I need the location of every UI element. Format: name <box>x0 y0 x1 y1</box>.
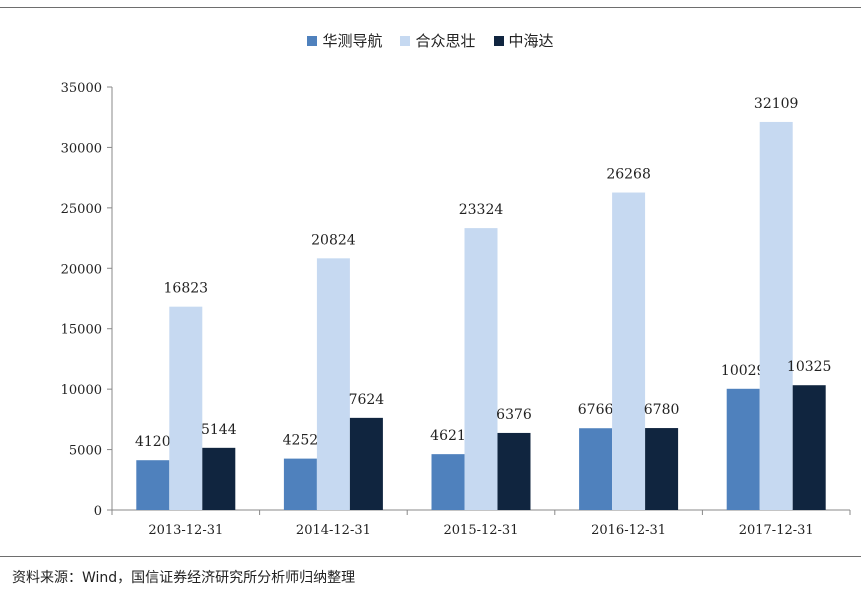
x-tick-label: 2017-12-31 <box>739 523 814 538</box>
bar <box>579 428 613 510</box>
data-label: 5144 <box>201 422 237 438</box>
legend-swatch-2 <box>493 35 504 46</box>
legend-swatch-0 <box>307 35 318 46</box>
y-tick-label: 35000 <box>61 81 102 96</box>
bar <box>202 447 236 510</box>
x-tick-label: 2013-12-31 <box>148 523 223 538</box>
y-tick-label: 5000 <box>69 444 102 459</box>
bar <box>283 458 317 510</box>
data-label: 10325 <box>787 359 832 375</box>
data-label: 4120 <box>135 434 171 450</box>
data-label: 6780 <box>644 402 680 418</box>
y-tick-label: 0 <box>94 504 102 519</box>
bar <box>497 432 531 510</box>
legend-item-series-0: 华测导航 <box>307 30 382 51</box>
data-label: 23324 <box>459 202 504 218</box>
x-tick-label: 2015-12-31 <box>444 523 519 538</box>
legend-label-0: 华测导航 <box>322 32 383 50</box>
y-tick-label: 15000 <box>61 323 102 338</box>
x-tick-label: 2014-12-31 <box>296 523 371 538</box>
top-rule <box>0 7 861 8</box>
data-label: 7624 <box>349 392 385 408</box>
data-label: 6376 <box>496 407 532 423</box>
bar <box>464 228 498 510</box>
data-label: 4621 <box>430 428 466 444</box>
bar <box>792 385 826 510</box>
x-tick-label: 2016-12-31 <box>591 523 666 538</box>
y-tick-label: 25000 <box>61 202 102 217</box>
bar <box>431 454 465 510</box>
legend-label-2: 中海达 <box>508 32 554 50</box>
y-tick-label: 10000 <box>61 383 102 398</box>
legend-swatch-1 <box>400 35 411 46</box>
y-tick-label: 30000 <box>61 141 102 156</box>
y-tick-label: 20000 <box>61 262 102 277</box>
source-note: 资料来源：Wind，国信证券经济研究所分析师归纳整理 <box>12 570 356 586</box>
bar <box>726 388 760 510</box>
bar-chart: 0 5000 10000 15000 20000 25000 30000 35000 4120 1… <box>61 81 851 538</box>
data-label: 32109 <box>754 96 799 112</box>
data-label: 16823 <box>164 281 209 297</box>
bar <box>316 258 350 510</box>
legend-item-series-2: 中海达 <box>493 30 554 51</box>
bar <box>612 192 646 510</box>
legend-label-1: 合众思壮 <box>415 32 476 50</box>
bar <box>759 121 793 511</box>
data-label: 20824 <box>311 232 356 248</box>
data-label: 6766 <box>578 402 614 418</box>
bar <box>645 428 679 510</box>
bottom-rule <box>0 556 861 557</box>
data-label: 26268 <box>606 167 651 183</box>
data-label: 10029 <box>721 363 766 379</box>
bar <box>349 417 383 510</box>
bar <box>136 460 170 510</box>
legend-item-series-1: 合众思壮 <box>400 30 476 51</box>
bar <box>169 306 203 510</box>
data-label: 4252 <box>283 433 319 449</box>
legend: 华测导航 合众思壮 中海达 <box>0 30 861 51</box>
